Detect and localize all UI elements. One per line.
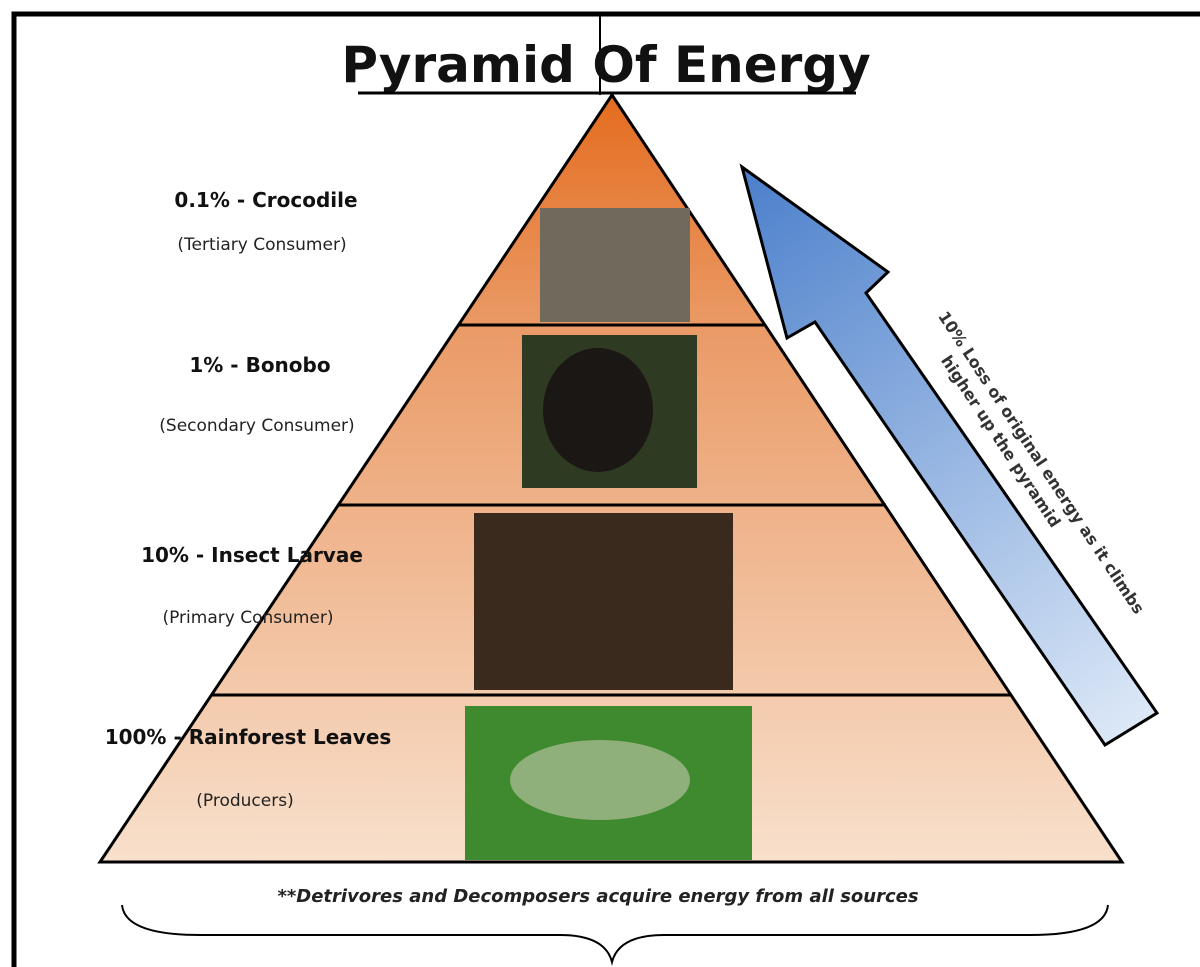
level-label: 10% - Insect Larvae: [141, 543, 363, 567]
footnote: **Detrivores and Decomposers acquire ene…: [277, 886, 918, 907]
level-role: (Primary Consumer): [162, 608, 333, 628]
title: Pyramid Of Energy: [341, 36, 870, 94]
level-role: (Producers): [196, 791, 293, 811]
diagram: Pyramid Of Energy 0.1% - Crocodile (Tert…: [0, 0, 1200, 967]
level-role: (Secondary Consumer): [159, 416, 354, 436]
crocodile-photo: [540, 208, 690, 322]
level-label: 1% - Bonobo: [189, 353, 330, 377]
level-label: 0.1% - Crocodile: [174, 188, 357, 212]
level-label: 100% - Rainforest Leaves: [105, 725, 392, 749]
bonobo-face: [543, 348, 653, 472]
larvae-photo: [474, 513, 733, 690]
leaf: [510, 740, 690, 820]
level-role: (Tertiary Consumer): [177, 235, 346, 255]
